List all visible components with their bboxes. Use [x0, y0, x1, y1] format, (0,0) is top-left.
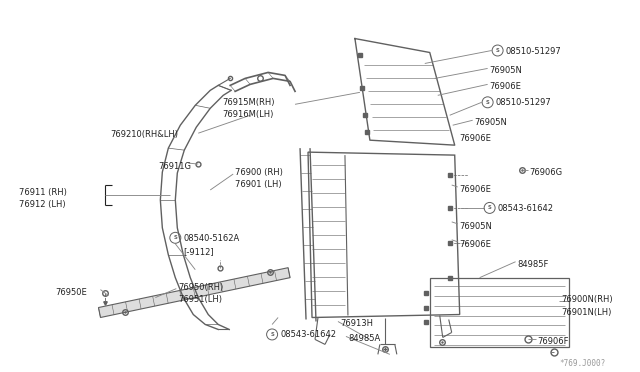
Text: 84985F: 84985F	[518, 260, 549, 269]
Text: 08543-61642: 08543-61642	[498, 204, 554, 213]
Text: 76913H: 76913H	[340, 320, 373, 328]
Text: 76950(RH): 76950(RH)	[179, 283, 223, 292]
Text: 76951(LH): 76951(LH)	[179, 295, 222, 304]
Text: S: S	[486, 100, 490, 105]
Text: 769210(RH&LH): 769210(RH&LH)	[111, 130, 179, 139]
Text: S: S	[173, 235, 177, 240]
Text: 76916M(LH): 76916M(LH)	[222, 110, 273, 119]
Text: 76905N: 76905N	[490, 67, 522, 76]
Text: 76906E: 76906E	[460, 240, 492, 249]
Text: 08540-5162A: 08540-5162A	[183, 234, 239, 243]
Bar	[430, 278, 570, 347]
Text: 76901N(LH): 76901N(LH)	[561, 308, 612, 317]
Text: 76911G: 76911G	[158, 162, 191, 171]
Text: 84985A: 84985A	[348, 334, 380, 343]
Text: 08510-51297: 08510-51297	[506, 46, 561, 55]
Text: S: S	[496, 48, 499, 53]
Text: 76900N(RH): 76900N(RH)	[561, 295, 613, 304]
Text: 76906E: 76906E	[490, 82, 522, 92]
Text: S: S	[488, 205, 492, 211]
Text: 76915M(RH): 76915M(RH)	[222, 98, 275, 108]
Text: 76905N: 76905N	[460, 222, 493, 231]
Text: 76901 (LH): 76901 (LH)	[235, 180, 282, 189]
Text: S: S	[270, 332, 274, 337]
Text: *769.J000?: *769.J000?	[559, 359, 605, 368]
Polygon shape	[99, 268, 290, 318]
Text: 76905N: 76905N	[475, 118, 508, 127]
Text: 76900 (RH): 76900 (RH)	[235, 168, 283, 177]
Text: 76911 (RH): 76911 (RH)	[19, 188, 67, 197]
Text: 76906F: 76906F	[538, 337, 569, 346]
Text: 76950E: 76950E	[56, 288, 87, 296]
Text: 76906G: 76906G	[529, 168, 563, 177]
Text: 76906E: 76906E	[460, 134, 492, 143]
Text: 08543-61642: 08543-61642	[280, 330, 336, 340]
Text: 08510-51297: 08510-51297	[495, 98, 552, 108]
Text: [-9112]: [-9112]	[183, 247, 214, 256]
Text: 76912 (LH): 76912 (LH)	[19, 200, 65, 209]
Text: 76906E: 76906E	[460, 185, 492, 194]
